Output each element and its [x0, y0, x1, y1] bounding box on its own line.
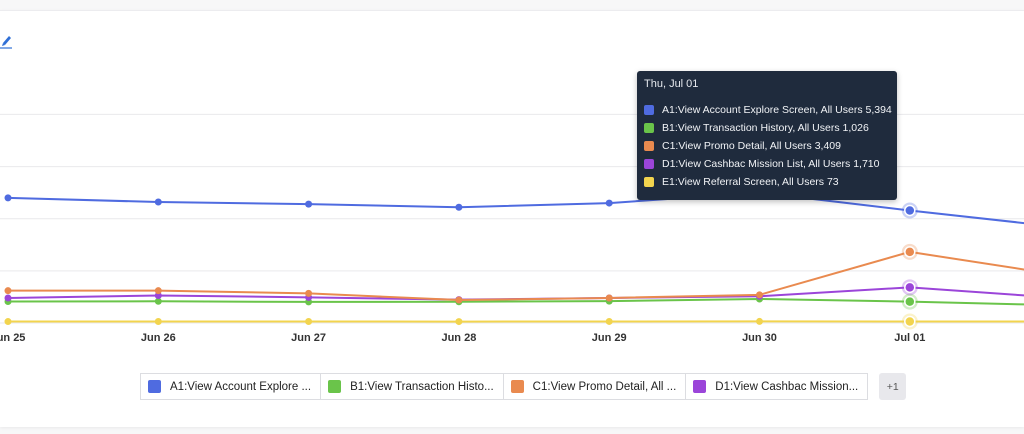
legend-swatch	[148, 380, 161, 393]
data-point[interactable]	[605, 317, 613, 325]
data-point[interactable]	[756, 317, 763, 325]
legend-item-d1[interactable]: D1:View Cashbac Mission...	[685, 373, 869, 400]
x-axis-ticks: Jun 25 Jun 26 Jun 27 Jun 28 Jun 29 Jun 30 Jul …	[0, 332, 925, 344]
series-3	[4, 243, 1024, 304]
data-point[interactable]	[904, 204, 916, 217]
tooltip-row: A1:View Account Explore Screen, All User…	[644, 103, 892, 117]
data-point[interactable]	[904, 315, 916, 328]
x-tick-label: Jun 30	[742, 332, 777, 344]
tooltip-row: E1:View Referral Screen, All Users 73	[644, 175, 839, 189]
tooltip-row-label: D1:View Cashbac Mission List, All Users …	[662, 158, 880, 170]
data-point[interactable]	[904, 281, 916, 294]
data-point[interactable]	[154, 317, 162, 325]
data-point[interactable]	[154, 287, 162, 295]
pencil-icon[interactable]	[0, 33, 12, 49]
legend-swatch	[693, 380, 707, 393]
data-point[interactable]	[4, 287, 12, 295]
tooltip-row: C1:View Promo Detail, All Users 3,409	[644, 139, 841, 153]
tooltip-swatch	[644, 177, 654, 187]
series-line	[7, 298, 1024, 306]
legend-item-b1[interactable]: B1:View Transaction Histo...	[320, 373, 504, 400]
x-tick-label: Jun 26	[141, 332, 176, 344]
data-point[interactable]	[4, 194, 12, 202]
tooltip-swatch	[644, 159, 654, 169]
data-point[interactable]	[154, 297, 162, 305]
tooltip-title: Thu, Jul 01	[644, 78, 699, 90]
legend-swatch	[510, 380, 524, 393]
legend-label: C1:View Promo Detail, All ...	[532, 380, 677, 393]
legend-swatch	[328, 380, 342, 393]
data-point[interactable]	[305, 200, 313, 208]
data-point[interactable]	[154, 198, 162, 206]
data-point[interactable]	[305, 289, 313, 297]
legend-label: D1:View Cashbac Mission...	[715, 380, 859, 393]
data-point[interactable]	[605, 294, 613, 302]
series-5	[4, 313, 1024, 330]
tooltip-row-label: A1:View Account Explore Screen, All User…	[662, 104, 892, 116]
tooltip-row-label: C1:View Promo Detail, All Users 3,409	[662, 140, 841, 152]
data-point[interactable]	[154, 291, 162, 299]
legend-more-button[interactable]: +1	[879, 373, 907, 400]
data-point[interactable]	[904, 295, 916, 308]
tooltip-row-label: E1:View Referral Screen, All Users 73	[662, 176, 839, 188]
data-point[interactable]	[455, 203, 463, 211]
series-layer	[4, 189, 1024, 330]
tooltip-swatch	[644, 105, 654, 115]
legend-item-a1[interactable]: A1:View Account Explore ...	[140, 373, 322, 400]
legend-item-c1[interactable]: C1:View Promo Detail, All ...	[502, 373, 687, 400]
x-tick-label: Jun 28	[441, 332, 476, 344]
data-point[interactable]	[455, 318, 463, 326]
chart-legend: A1:View Account Explore ... B1:View Tran…	[140, 373, 907, 400]
data-point[interactable]	[904, 246, 916, 258]
data-point[interactable]	[4, 294, 12, 302]
tooltip-row: D1:View Cashbac Mission List, All Users …	[644, 157, 880, 171]
data-point[interactable]	[305, 318, 313, 326]
legend-label: B1:View Transaction Histo...	[350, 380, 494, 393]
tooltip-swatch	[644, 141, 654, 151]
legend-label: A1:View Account Explore ...	[170, 380, 312, 393]
data-point[interactable]	[4, 318, 12, 326]
data-point[interactable]	[455, 296, 463, 304]
hover-tooltip: Thu, Jul 01 A1:View Account Explore Scre…	[637, 71, 897, 200]
x-tick-label: Jul 01	[894, 332, 925, 344]
x-tick-label: Jun 25	[0, 332, 25, 344]
tooltip-row-label: B1:View Transaction History, All Users 1…	[662, 122, 869, 134]
data-point[interactable]	[756, 291, 763, 299]
x-tick-label: Jun 29	[592, 332, 627, 344]
x-tick-label: Jun 27	[291, 332, 326, 344]
data-point[interactable]	[605, 199, 613, 207]
tooltip-swatch	[644, 123, 654, 133]
series-1	[4, 189, 1024, 225]
tooltip-row: B1:View Transaction History, All Users 1…	[644, 121, 869, 135]
series-line	[8, 250, 1024, 302]
series-line	[7, 191, 1024, 225]
